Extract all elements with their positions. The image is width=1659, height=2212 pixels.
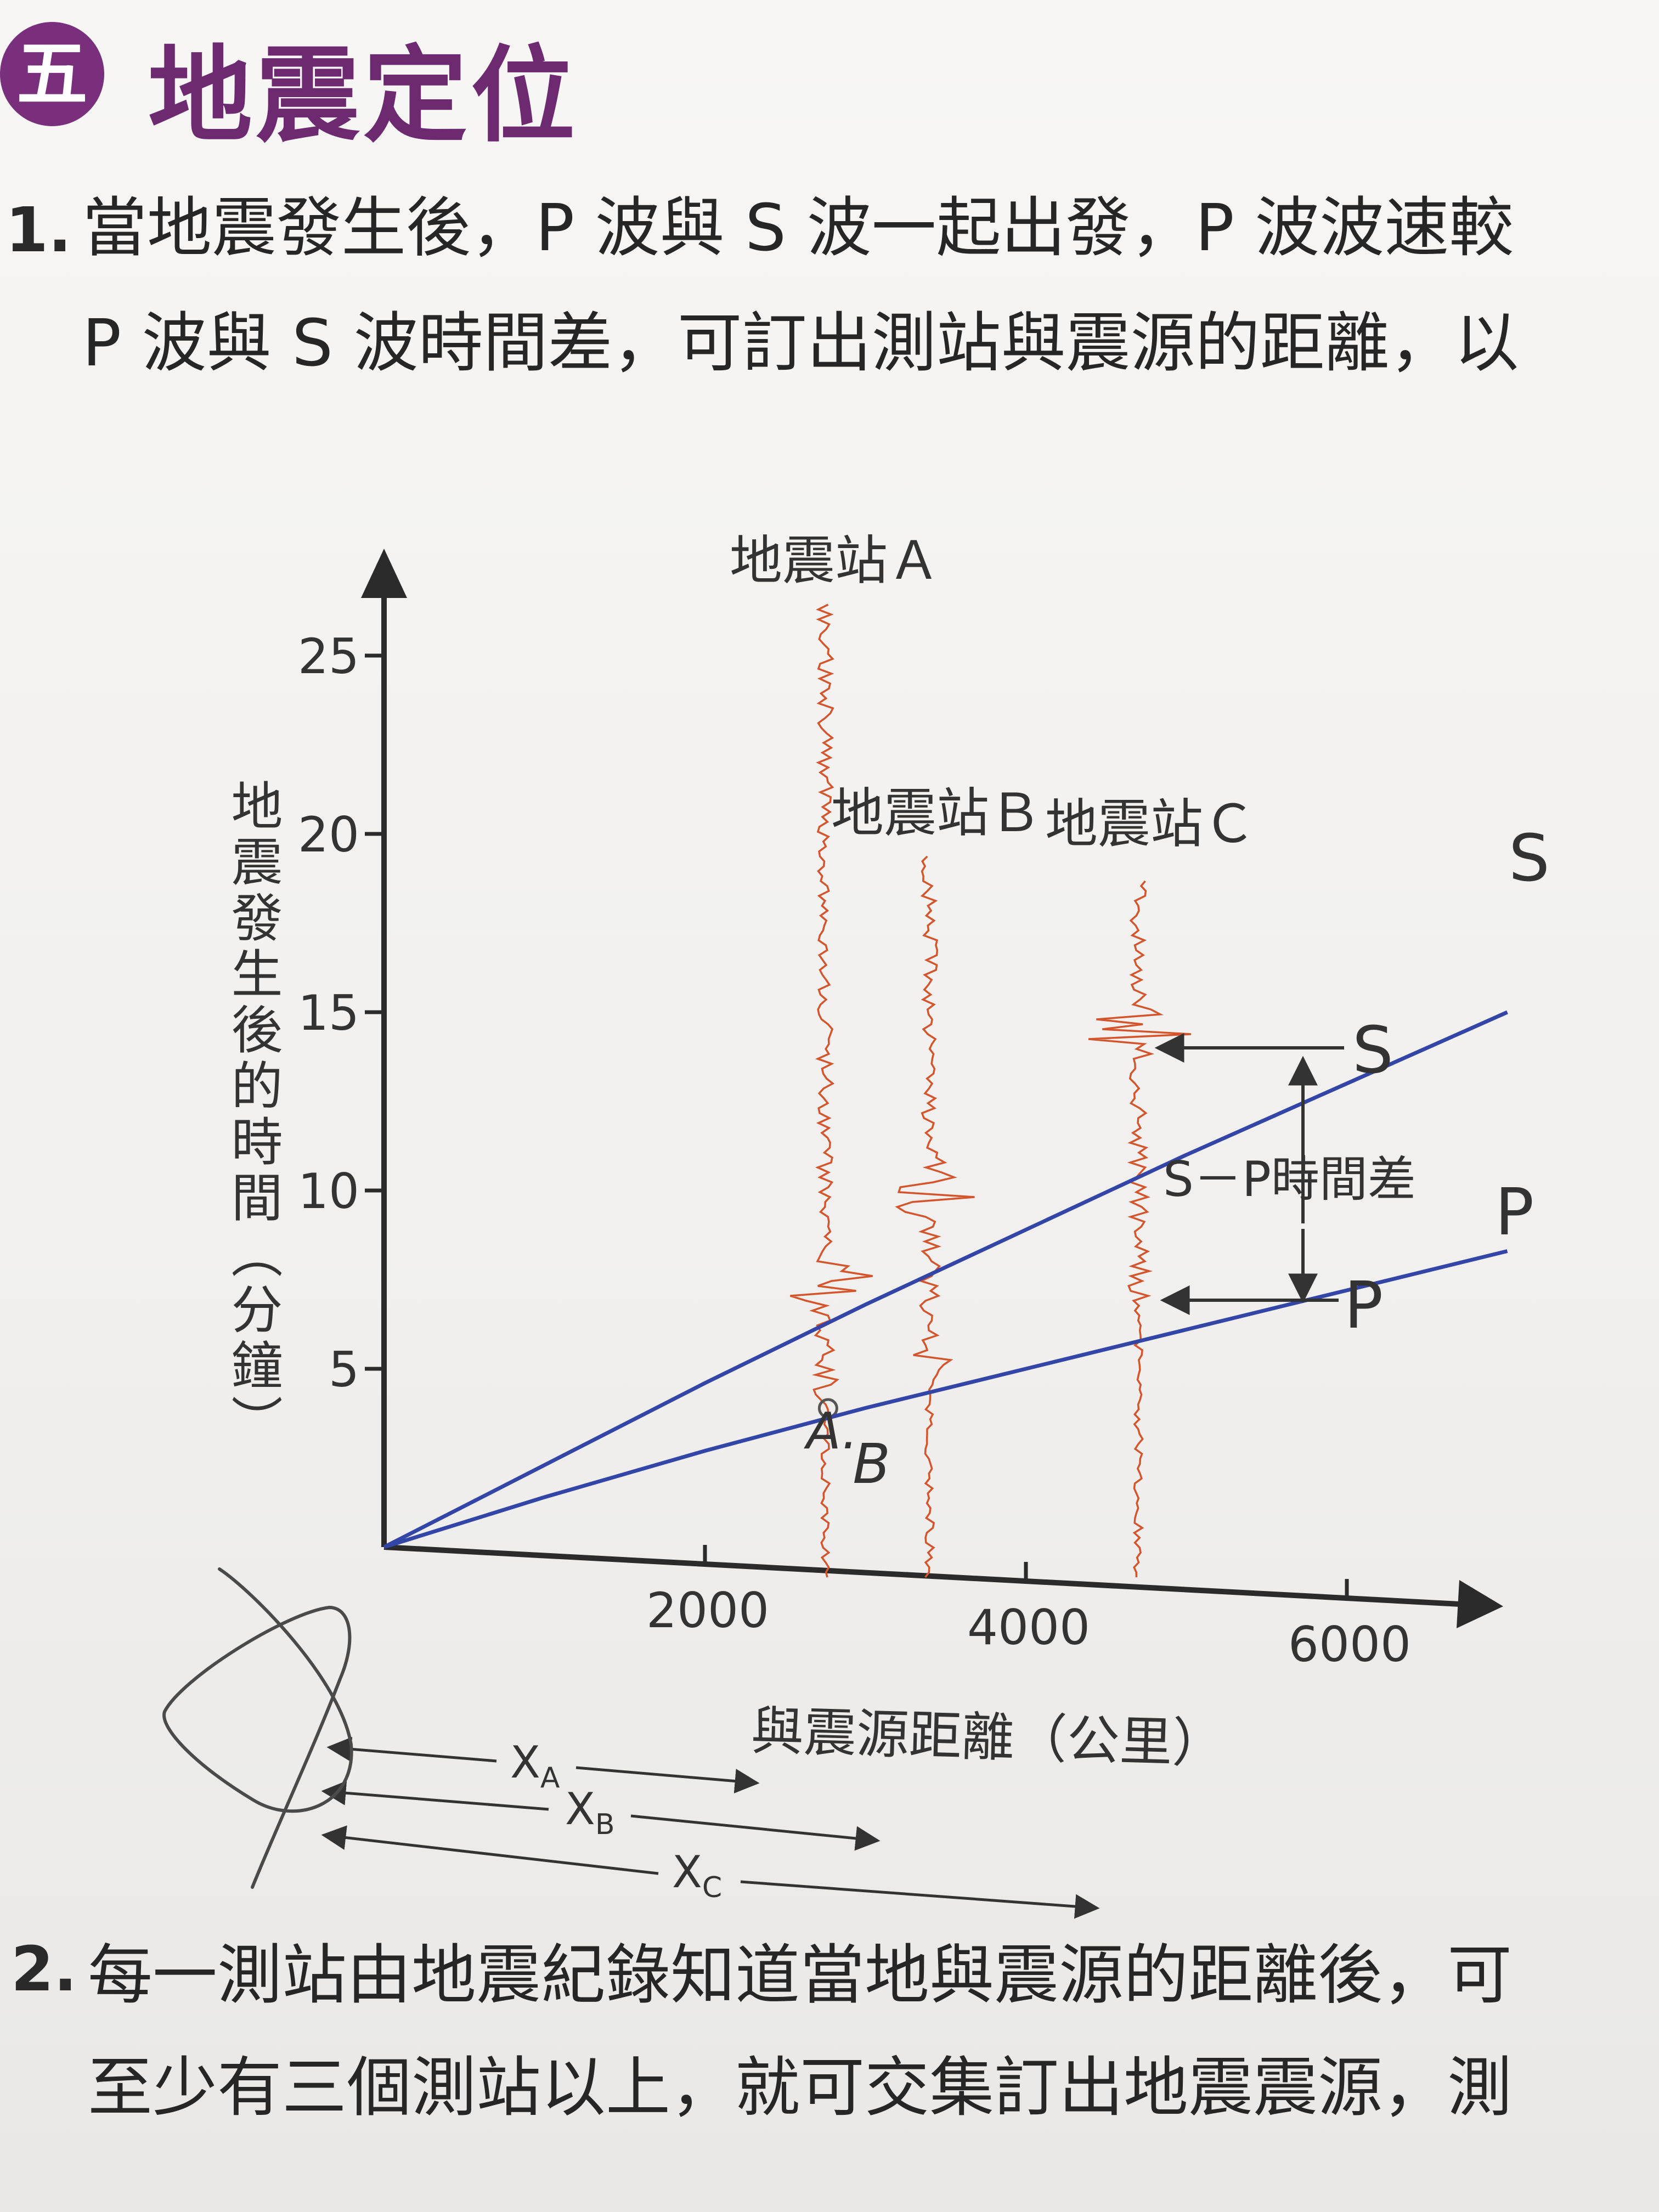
x-tick-label-2000: 2000 [646,1582,769,1639]
xa-arrow-right [575,1766,760,1793]
xa-label: XA [510,1737,560,1795]
y-tick-label-10: 10 [298,1163,359,1220]
section-badge: 五 [0,22,104,126]
y-axis-title: 地震發生後的時間（分鐘） [223,779,283,1451]
sp-time-difference-label: S－P時間差 [1163,1151,1416,1207]
chart-curves [383,1010,1508,1549]
xb-arrow-left [321,1780,549,1811]
seismogram-station-A [789,603,873,1578]
curve-S [383,1010,1508,1549]
y-tick-label-15: 15 [298,985,359,1041]
item-2-line-1: 每一測站由地震紀錄知道當地與震源的距離後，可 [88,1937,1513,2013]
annotations: 地震站Ａ 地震站Ｂ 地震站Ｃ S P S P S－P時間差 A. B [730,530,1550,1496]
xc-arrow-left [321,1825,659,1875]
pen-scribble-mark [162,1567,353,1889]
pen-scribble [162,1567,353,1889]
x-tick-label-6000: 6000 [1288,1616,1411,1673]
item-2-number: 2. [11,1934,77,2005]
x-axis-arrowhead [1457,1580,1503,1628]
xc-arrow-right [740,1880,1100,1919]
handwritten-a: A. [804,1402,858,1460]
curve-p-label: P [1495,1174,1534,1250]
item-1-line-1: 當地震發生後，P 波與 S 波一起出發，P 波波速較 [82,190,1514,266]
xb-label: XB [565,1784,615,1841]
item-1-number: 1. [5,195,72,266]
y-tick-label-5: 5 [329,1341,359,1398]
y-tick-label-25: 25 [298,628,359,685]
xa-arrow-left [326,1736,497,1763]
station-c-label: 地震站Ｃ [1045,793,1256,855]
item-2-line-2: 至少有三個測站以上，就可交集訂出地震震源，測 [88,2050,1513,2125]
seismogram-station-B [895,855,975,1578]
arrival-p-label: P [1344,1267,1383,1343]
xb-arrow-right [630,1814,881,1851]
seismograms [789,603,1191,1578]
sp-difference-arrows [1154,1033,1344,1315]
curve-P [383,1249,1508,1549]
handwritten-b: B [853,1432,890,1496]
chart-axes: 5 10 15 20 25 2000 4000 6000 與震源距離（公里） 地震發生後的時間（分… [223,549,1503,1775]
xc-label: XC [672,1847,722,1904]
y-axis-arrowhead [361,549,407,598]
station-b-label: 地震站Ｂ [831,782,1042,844]
seismogram-station-C [1088,880,1191,1578]
section-title: 地震定位 [148,35,579,156]
x-tick-label-4000: 4000 [967,1599,1090,1656]
distance-arrows: XA XB XC [321,1736,1100,1919]
curve-s-label: S [1509,820,1550,896]
arrival-s-label: S [1352,1012,1393,1088]
x-axis-title: 與震源距離（公里） [751,1700,1226,1775]
station-a-label: 地震站Ａ [730,530,940,591]
item-1-line-2: P 波與 S 波時間差，可訂出測站與震源的距離，以 [82,305,1519,381]
y-tick-label-20: 20 [298,806,359,863]
